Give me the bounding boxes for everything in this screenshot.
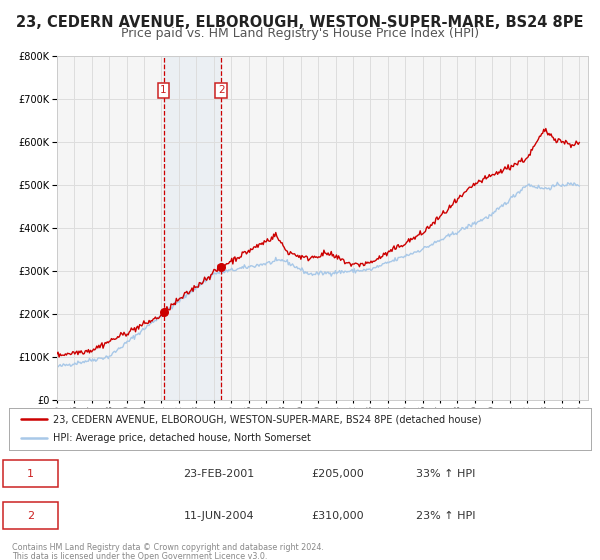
Point — [217, 263, 226, 272]
Text: This data is licensed under the Open Government Licence v3.0.: This data is licensed under the Open Gov… — [12, 552, 268, 560]
Text: £205,000: £205,000 — [311, 469, 364, 479]
Text: Price paid vs. HM Land Registry's House Price Index (HPI): Price paid vs. HM Land Registry's House … — [121, 27, 479, 40]
FancyBboxPatch shape — [3, 502, 58, 529]
Text: HPI: Average price, detached house, North Somerset: HPI: Average price, detached house, Nort… — [53, 433, 311, 444]
Text: 33% ↑ HPI: 33% ↑ HPI — [416, 469, 476, 479]
Text: 23-FEB-2001: 23-FEB-2001 — [184, 469, 255, 479]
Text: 1: 1 — [27, 469, 34, 479]
Text: Contains HM Land Registry data © Crown copyright and database right 2024.: Contains HM Land Registry data © Crown c… — [12, 543, 324, 552]
Text: 1: 1 — [160, 86, 167, 95]
Text: 23, CEDERN AVENUE, ELBOROUGH, WESTON-SUPER-MARE, BS24 8PE (detached house): 23, CEDERN AVENUE, ELBOROUGH, WESTON-SUP… — [53, 414, 481, 424]
Bar — [164, 56, 221, 400]
Text: £310,000: £310,000 — [311, 511, 364, 521]
Text: 23% ↑ HPI: 23% ↑ HPI — [416, 511, 476, 521]
Text: 23, CEDERN AVENUE, ELBOROUGH, WESTON-SUPER-MARE, BS24 8PE: 23, CEDERN AVENUE, ELBOROUGH, WESTON-SUP… — [16, 15, 584, 30]
Text: 11-JUN-2004: 11-JUN-2004 — [184, 511, 254, 521]
Text: 2: 2 — [218, 86, 224, 95]
Text: 2: 2 — [27, 511, 34, 521]
Point — [159, 307, 169, 316]
FancyBboxPatch shape — [3, 460, 58, 487]
